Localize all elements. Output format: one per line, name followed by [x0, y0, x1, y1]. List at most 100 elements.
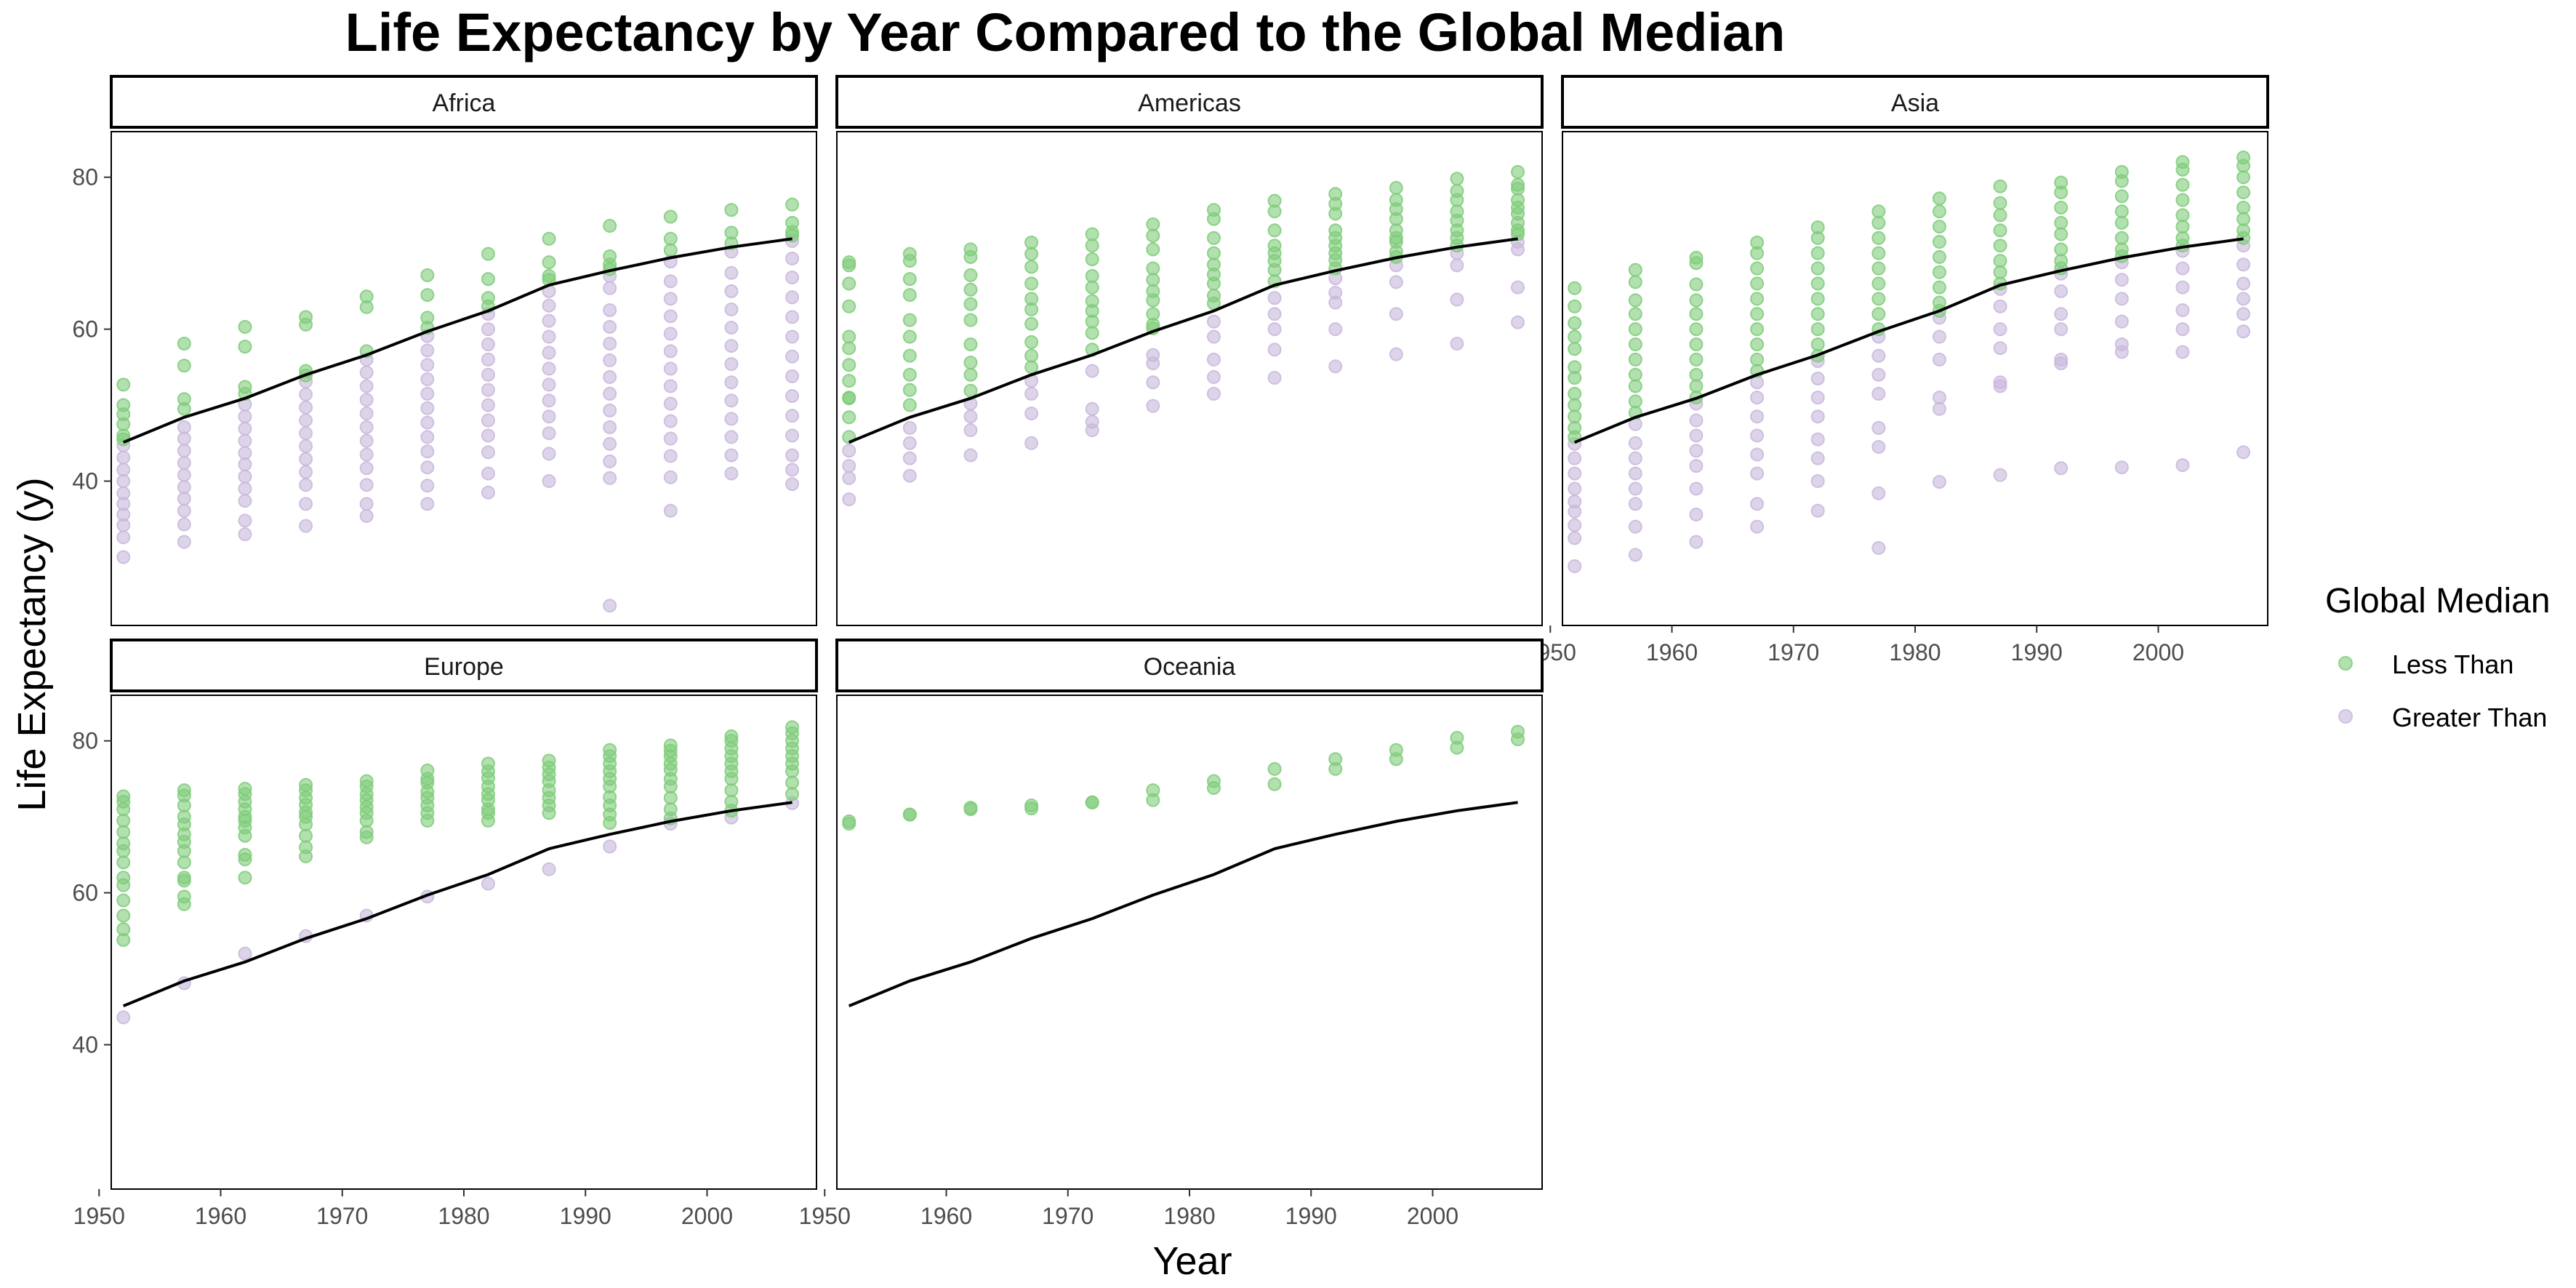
- point-asia-less-1972-7: [1810, 322, 1825, 337]
- point-asia-less-1957-7: [1628, 367, 1642, 382]
- point-americas-less-1967-9: [1024, 360, 1039, 375]
- point-asia-greater-1987-1: [1993, 299, 2007, 313]
- point-americas-less-1977-6: [1146, 293, 1160, 308]
- point-europe-less-1957-7: [177, 844, 191, 858]
- point-europe-greater-1992-0: [603, 839, 617, 854]
- point-africa-greater-1987-2: [542, 313, 556, 328]
- point-asia-less-1957-3: [1628, 307, 1642, 321]
- point-asia-greater-2007-5: [2236, 324, 2251, 339]
- point-asia-greater-1972-7: [1810, 503, 1825, 518]
- point-americas-less-1977-1: [1146, 228, 1160, 243]
- point-africa-greater-1977-2: [420, 358, 435, 372]
- point-africa-greater-2007-6: [785, 349, 800, 364]
- point-asia-greater-1967-2: [1750, 409, 1765, 424]
- point-americas-less-2007-8: [1511, 227, 1525, 241]
- point-asia-less-1967-2: [1750, 261, 1765, 276]
- point-asia-greater-1982-1: [1932, 329, 1946, 344]
- point-oceania-less-1972-1: [1085, 795, 1099, 809]
- point-americas-less-1952-7: [842, 374, 856, 388]
- legend-key-greater-than: [2338, 709, 2353, 724]
- point-africa-greater-1977-11: [420, 497, 435, 511]
- median-line-africa: [122, 237, 793, 444]
- point-americas-less-1972-0: [1085, 227, 1099, 241]
- x-tick-label-europe-1980: 1980: [438, 1203, 489, 1229]
- point-africa-greater-1952-3: [116, 474, 131, 489]
- point-africa-greater-1997-4: [663, 327, 678, 341]
- point-africa-greater-1977-8: [420, 444, 435, 459]
- point-africa-less-1957-1: [177, 359, 191, 373]
- point-africa-greater-2002-5: [724, 339, 739, 353]
- point-asia-greater-1972-2: [1810, 391, 1825, 405]
- x-tick-label-asia-1990: 1990: [2011, 639, 2063, 665]
- point-africa-greater-2002-11: [724, 448, 739, 463]
- point-americas-greater-1992-2: [1328, 295, 1343, 310]
- point-asia-greater-1957-1: [1628, 436, 1642, 450]
- point-americas-less-1977-2: [1146, 242, 1160, 257]
- point-americas-greater-1967-1: [1024, 386, 1039, 401]
- point-europe-less-1972-6: [359, 813, 374, 828]
- point-europe-less-1962-7: [238, 828, 252, 843]
- point-americas-greater-1957-2: [902, 451, 917, 465]
- point-americas-less-1982-2: [1206, 231, 1221, 245]
- point-africa-greater-1982-1: [481, 322, 495, 337]
- point-africa-greater-1967-10: [299, 519, 313, 533]
- point-africa-greater-1977-5: [420, 401, 435, 415]
- point-africa-greater-1962-4: [238, 446, 252, 460]
- point-africa-greater-1997-11: [663, 449, 678, 463]
- point-asia-greater-1982-4: [1932, 401, 1946, 416]
- point-asia-less-1952-6: [1568, 370, 1582, 385]
- point-asia-less-1962-8: [1689, 367, 1704, 382]
- point-asia-less-1987-3: [1993, 223, 2007, 238]
- panels-layer: Africa 40 60 80 Americas Asia 1950 1960 1970 1980…: [72, 75, 2269, 1229]
- point-asia-greater-1957-3: [1628, 466, 1642, 481]
- point-africa-less-1972-1: [359, 300, 374, 314]
- point-asia-less-1962-2: [1689, 277, 1704, 292]
- point-americas-less-1992-2: [1328, 207, 1343, 221]
- point-africa-greater-1962-3: [238, 433, 252, 448]
- strip-label-africa: Africa: [433, 89, 496, 117]
- strip-label-americas: Americas: [1138, 89, 1241, 117]
- point-africa-greater-1957-6: [177, 492, 191, 506]
- point-americas-greater-1967-2: [1024, 407, 1039, 421]
- median-line-oceania: [848, 801, 1518, 1008]
- point-africa-less-1997-1: [663, 231, 678, 246]
- point-africa-greater-1987-7: [542, 393, 556, 408]
- point-africa-greater-1987-9: [542, 426, 556, 441]
- point-africa-greater-1982-11: [481, 485, 495, 500]
- point-asia-less-2007-1: [2236, 159, 2251, 173]
- median-line-asia: [1573, 237, 2244, 444]
- y-tick-label-africa-60: 60: [72, 316, 98, 343]
- point-americas-greater-2007-2: [1511, 280, 1525, 295]
- point-asia-less-1962-5: [1689, 322, 1704, 337]
- point-asia-less-1957-2: [1628, 293, 1642, 308]
- point-asia-less-1967-1: [1750, 246, 1765, 260]
- point-americas-greater-1952-3: [842, 492, 856, 507]
- point-americas-less-2007-2: [1511, 181, 1525, 196]
- point-americas-less-1972-2: [1085, 252, 1099, 266]
- point-europe-less-2007-7: [785, 775, 800, 790]
- point-asia-greater-1962-1: [1689, 413, 1704, 428]
- point-oceania-less-2002-1: [1450, 740, 1464, 755]
- point-asia-greater-2002-1: [2175, 261, 2190, 276]
- point-asia-less-1952-2: [1568, 316, 1582, 330]
- point-asia-less-2002-3: [2175, 193, 2190, 207]
- point-europe-greater-1952-0: [116, 1010, 131, 1025]
- point-africa-less-1952-0: [116, 377, 131, 392]
- point-oceania-less-1977-1: [1146, 793, 1160, 807]
- panel-europe: Europe 40 60 80 1950 1960 1970 1980 1990 2000: [72, 639, 818, 1229]
- point-africa-greater-1987-1: [542, 298, 556, 313]
- x-tick-label-europe-1990: 1990: [560, 1203, 611, 1229]
- point-asia-less-1977-2: [1871, 231, 1886, 245]
- point-asia-less-1977-5: [1871, 276, 1886, 291]
- point-europe-less-2007-6: [785, 764, 800, 778]
- point-asia-less-1982-3: [1932, 234, 1946, 249]
- y-tick-label-europe-80: 80: [72, 728, 98, 754]
- point-asia-greater-1962-4: [1689, 459, 1704, 473]
- point-africa-greater-1992-4: [603, 336, 617, 351]
- panel-africa: Africa 40 60 80: [72, 75, 818, 626]
- x-tick-label-oceania-1990: 1990: [1285, 1203, 1337, 1229]
- point-asia-greater-1957-7: [1628, 548, 1642, 562]
- point-americas-greater-1987-0: [1267, 291, 1282, 305]
- point-americas-less-1967-8: [1024, 348, 1039, 363]
